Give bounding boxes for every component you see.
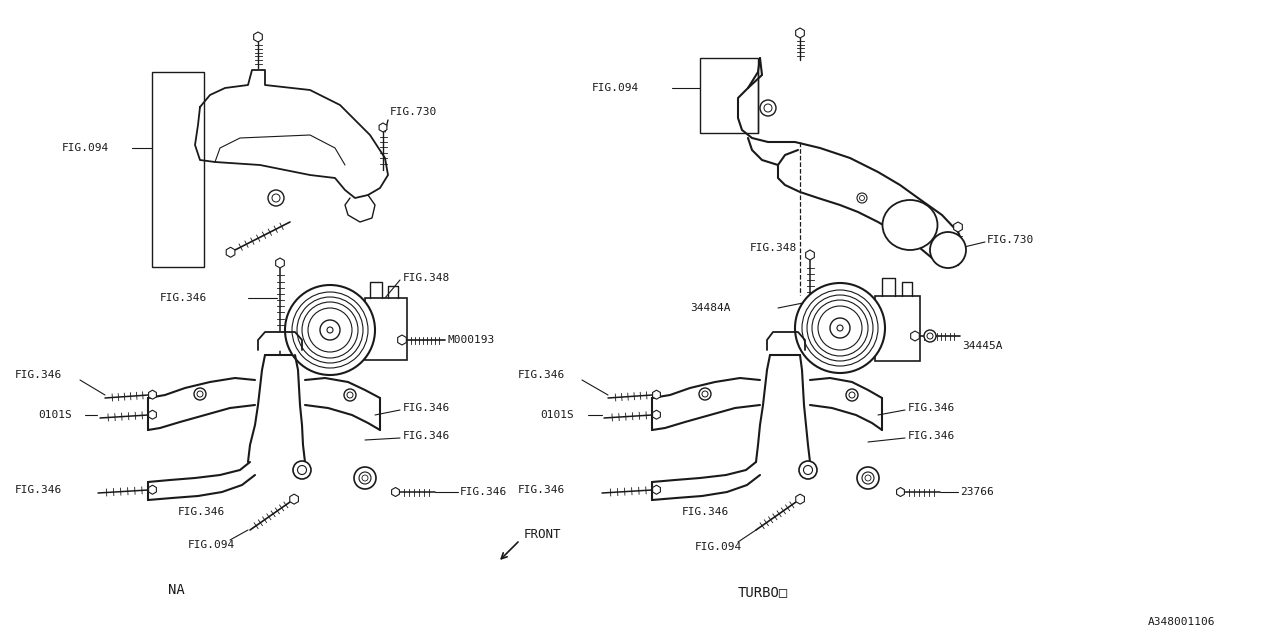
- Text: FIG.094: FIG.094: [591, 83, 639, 93]
- Text: TURBO□: TURBO□: [739, 585, 788, 599]
- Text: FIG.346: FIG.346: [178, 507, 225, 517]
- Circle shape: [320, 320, 340, 340]
- Polygon shape: [805, 250, 814, 260]
- Polygon shape: [148, 485, 156, 494]
- Text: 0101S: 0101S: [38, 410, 72, 420]
- Circle shape: [195, 388, 206, 400]
- Circle shape: [924, 330, 936, 342]
- Text: FIG.094: FIG.094: [61, 143, 109, 153]
- Circle shape: [858, 193, 867, 203]
- Polygon shape: [259, 332, 302, 350]
- Text: FIG.346: FIG.346: [908, 403, 955, 413]
- Bar: [876, 296, 920, 361]
- Circle shape: [268, 190, 284, 206]
- Polygon shape: [653, 410, 660, 419]
- Polygon shape: [739, 58, 965, 262]
- Text: FIG.346: FIG.346: [682, 507, 730, 517]
- Text: FIG.346: FIG.346: [15, 370, 63, 380]
- Text: FIG.348: FIG.348: [403, 273, 451, 283]
- Polygon shape: [195, 70, 388, 198]
- Polygon shape: [896, 488, 905, 497]
- Text: FIG.346: FIG.346: [403, 431, 451, 441]
- Text: FIG.348: FIG.348: [750, 243, 797, 253]
- Circle shape: [355, 467, 376, 489]
- Text: M000193: M000193: [448, 335, 495, 345]
- Polygon shape: [346, 195, 375, 222]
- Circle shape: [699, 388, 710, 400]
- Text: FIG.346: FIG.346: [15, 485, 63, 495]
- Text: A348001106: A348001106: [1148, 617, 1216, 627]
- Text: FIG.730: FIG.730: [987, 235, 1034, 245]
- Circle shape: [931, 232, 966, 268]
- Text: FIG.094: FIG.094: [188, 540, 236, 550]
- Polygon shape: [767, 332, 805, 350]
- Circle shape: [760, 100, 776, 116]
- Circle shape: [293, 461, 311, 479]
- Text: NA: NA: [168, 583, 184, 597]
- Circle shape: [344, 389, 356, 401]
- Polygon shape: [392, 488, 399, 497]
- Circle shape: [846, 389, 858, 401]
- Text: 0101S: 0101S: [540, 410, 573, 420]
- Bar: [152, 72, 204, 267]
- Circle shape: [829, 318, 850, 338]
- Circle shape: [858, 467, 879, 489]
- Polygon shape: [253, 32, 262, 42]
- Polygon shape: [796, 28, 804, 38]
- Text: FIG.094: FIG.094: [695, 542, 742, 552]
- Bar: [365, 298, 407, 360]
- Text: 23766: 23766: [960, 487, 993, 497]
- Polygon shape: [289, 494, 298, 504]
- Polygon shape: [910, 331, 919, 341]
- Text: FRONT: FRONT: [524, 529, 562, 541]
- Polygon shape: [379, 123, 387, 132]
- Circle shape: [799, 461, 817, 479]
- Polygon shape: [227, 247, 234, 257]
- Text: FIG.346: FIG.346: [518, 370, 566, 380]
- Polygon shape: [275, 258, 284, 268]
- Text: FIG.346: FIG.346: [460, 487, 507, 497]
- Polygon shape: [653, 485, 660, 494]
- Polygon shape: [148, 410, 156, 419]
- Circle shape: [285, 285, 375, 375]
- Bar: [700, 58, 758, 133]
- Text: FIG.730: FIG.730: [390, 107, 438, 117]
- Text: FIG.346: FIG.346: [908, 431, 955, 441]
- Text: FIG.346: FIG.346: [518, 485, 566, 495]
- Text: FIG.346: FIG.346: [160, 293, 207, 303]
- Polygon shape: [398, 335, 406, 345]
- Text: FIG.346: FIG.346: [403, 403, 451, 413]
- Polygon shape: [148, 390, 156, 399]
- Circle shape: [795, 283, 884, 373]
- Text: 34484A: 34484A: [690, 303, 731, 313]
- Text: 34445A: 34445A: [963, 341, 1002, 351]
- Polygon shape: [653, 390, 660, 399]
- Ellipse shape: [882, 200, 937, 250]
- Polygon shape: [796, 494, 804, 504]
- Polygon shape: [954, 222, 963, 232]
